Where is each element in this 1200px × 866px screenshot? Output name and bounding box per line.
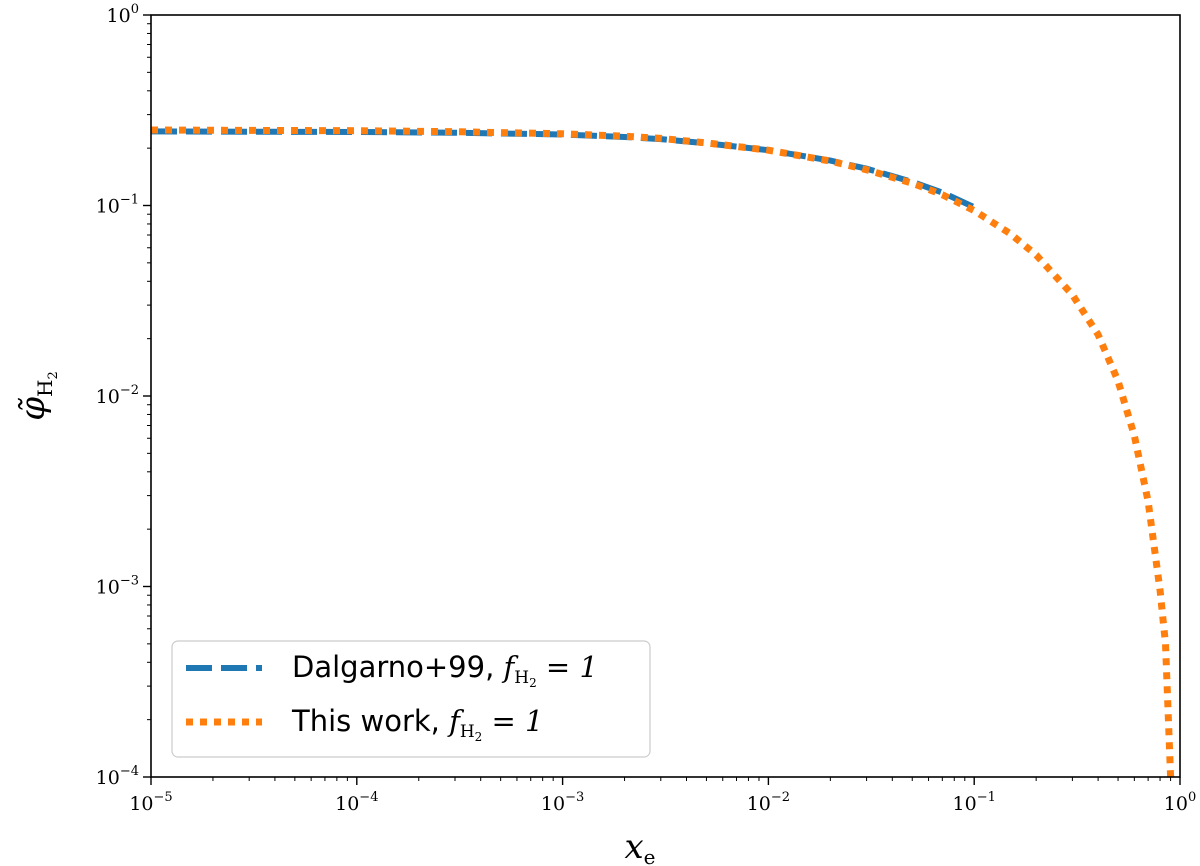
- x-tick-label: 10−5: [129, 790, 172, 815]
- legend-label-dalgarno: Dalgarno+99, fH2 = 1: [292, 650, 598, 690]
- y-tick-label: 10−3: [96, 574, 139, 599]
- x-tick-label: 10−4: [335, 790, 378, 815]
- series-line-this-work: [150, 126, 1175, 778]
- legend: Dalgarno+99, fH2 = 1 This work, fH2 = 1: [171, 640, 651, 758]
- legend-label-this-work: This work, fH2 = 1: [291, 704, 543, 744]
- x-tick-label: 10−3: [541, 790, 584, 815]
- x-tick-label: 10−1: [953, 790, 996, 815]
- y-tick-label: 100: [107, 2, 139, 27]
- legend-box: [171, 640, 651, 758]
- x-tick-label: 10−2: [747, 790, 790, 815]
- x-axis-label: xe: [624, 827, 655, 866]
- y-tick-label: 10−1: [96, 193, 139, 218]
- y-tick-label: 10−4: [96, 764, 139, 789]
- x-tick-label: 100: [1164, 790, 1196, 815]
- series-layer: [150, 126, 1175, 778]
- y-axis-label: φ̃H2: [13, 371, 61, 421]
- y-tick-label: 10−2: [96, 383, 139, 408]
- tick-layer: 10−5 10−4 10−3 10−2 10−1 10010−410−310−210−11…: [96, 2, 1197, 815]
